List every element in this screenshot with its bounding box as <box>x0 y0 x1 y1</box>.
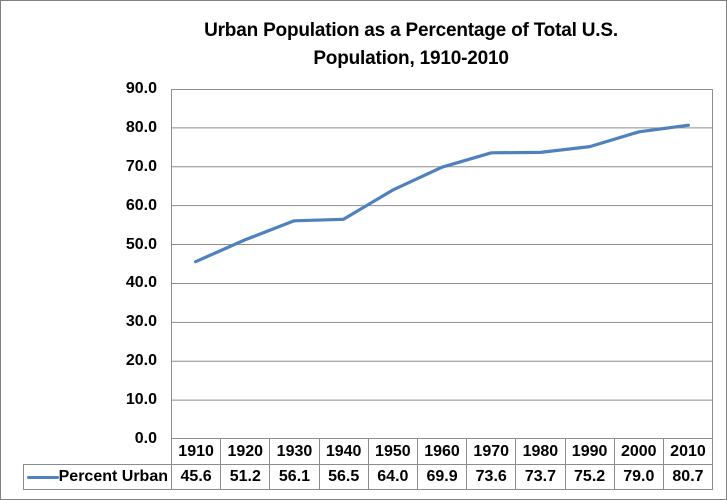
data-value-cell: 79.0 <box>615 465 664 489</box>
y-axis-tick-label: 50.0 <box>125 235 157 253</box>
y-axis-tick-label: 30.0 <box>125 313 157 331</box>
chart-title-line-1: Urban Population as a Percentage of Tota… <box>204 20 618 41</box>
x-axis-category-cell: 2000 <box>615 439 664 464</box>
data-value-cell: 56.5 <box>320 465 369 489</box>
x-axis-category-cell: 1910 <box>171 439 222 464</box>
x-axis-category-cell: 1960 <box>418 439 468 464</box>
data-value-cell: 69.9 <box>418 465 468 489</box>
data-table-row: Percent Urban 45.6 51.2 56.1 56.5 64.0 69.9 73… <box>23 464 714 490</box>
data-value-cell: 51.2 <box>221 465 271 489</box>
x-axis-category-cell: 1970 <box>467 439 517 464</box>
x-axis-category-cell: 1980 <box>516 439 566 464</box>
x-axis-category-cell: 2010 <box>664 439 714 464</box>
legend-label: Percent Urban <box>58 468 168 485</box>
x-axis-category-cell: 1920 <box>221 439 271 464</box>
y-axis-tick-label: 10.0 <box>125 391 157 409</box>
data-value-cell: 56.1 <box>270 465 320 489</box>
y-axis-tick-label: 90.0 <box>125 80 157 97</box>
x-axis-category-cell: 1940 <box>320 439 369 464</box>
y-axis-tick-label: 80.0 <box>125 118 157 136</box>
x-axis-category-cell: 1930 <box>270 439 320 464</box>
y-axis-tick-label: 0.0 <box>134 430 157 447</box>
data-value-cell: 80.7 <box>664 465 714 489</box>
data-value-cell: 73.7 <box>516 465 566 489</box>
x-axis-table-row: 1910 1920 1930 1940 1950 1960 1970 1980 1990 2000… <box>171 439 714 464</box>
data-value-cell: 73.6 <box>467 465 517 489</box>
x-axis-category-cell: 1950 <box>369 439 418 464</box>
y-axis-tick-label: 20.0 <box>125 352 157 370</box>
y-axis-tick-label: 70.0 <box>125 157 157 175</box>
line-series-marker <box>27 475 59 479</box>
plot-area <box>171 89 713 439</box>
x-axis-category-cell: 1990 <box>566 439 615 464</box>
data-value-cell: 64.0 <box>369 465 418 489</box>
chart-title-line-2: Population, 1910-2010 <box>313 48 509 69</box>
data-value-cell: 75.2 <box>566 465 615 489</box>
y-axis-tick-label: 60.0 <box>125 196 157 214</box>
legend: Percent Urban <box>24 465 172 489</box>
y-axis-tick-label: 40.0 <box>125 274 157 292</box>
data-value-cell: 45.6 <box>172 465 222 489</box>
chart-title: Urban Population as a Percentage of Tota… <box>101 17 721 73</box>
